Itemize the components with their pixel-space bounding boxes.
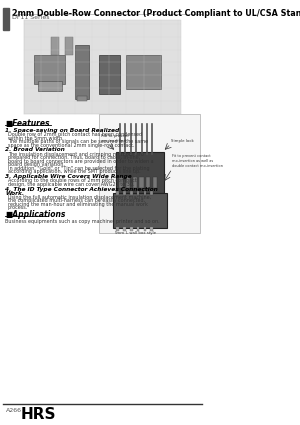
Bar	[153, 176, 157, 188]
Text: Simple lock: Simple lock	[171, 139, 194, 143]
Bar	[144, 227, 146, 231]
Bar	[119, 176, 123, 188]
Text: DF11 Series: DF11 Series	[12, 15, 49, 20]
Bar	[126, 176, 130, 188]
Bar	[77, 96, 87, 101]
Text: ■Applications: ■Applications	[5, 210, 66, 219]
Text: Fit to prevent contact
mo-insertion as well as
double contact mo-insertion: Fit to prevent contact mo-insertion as w…	[172, 154, 223, 167]
Bar	[150, 191, 153, 196]
Text: 3. Applicable Wire Covers Wide Range: 3. Applicable Wire Covers Wide Range	[5, 174, 132, 179]
Text: space as the conventional 2mm single-row contact.: space as the conventional 2mm single-row…	[8, 142, 134, 147]
Bar	[123, 227, 126, 231]
Text: A266: A266	[5, 408, 22, 413]
Bar	[116, 191, 119, 196]
Text: design, the applicable wire can cover AWG22 to 30.: design, the applicable wire can cover AW…	[8, 181, 134, 187]
Text: Using the full automatic insulation displacement machine,: Using the full automatic insulation disp…	[8, 195, 151, 200]
Text: Work.: Work.	[5, 191, 25, 196]
Text: reducing the man-hour and eliminating the manual work: reducing the man-hour and eliminating th…	[8, 202, 147, 207]
Bar	[123, 191, 126, 196]
Text: within the 5mm width.: within the 5mm width.	[8, 136, 63, 141]
Bar	[116, 227, 119, 231]
Text: prepared for connection. Thus, board to cable, In-line,: prepared for connection. Thus, board to …	[8, 155, 140, 160]
Bar	[99, 54, 120, 94]
Text: according application, while the SMT products line up.: according application, while the SMT pro…	[8, 169, 140, 174]
Text: Rib to prevent
mo-insertion: Rib to prevent mo-insertion	[101, 134, 129, 143]
Bar	[34, 54, 65, 84]
Bar	[113, 193, 167, 228]
Text: 1. Space-saving on Board Realized: 1. Space-saving on Board Realized	[5, 128, 120, 133]
Bar	[140, 176, 144, 188]
Text: the complicated multi-harness can be easily connected,: the complicated multi-harness can be eas…	[8, 198, 145, 204]
Bar	[99, 114, 200, 233]
Bar	[133, 176, 137, 188]
Bar	[137, 191, 140, 196]
Bar	[130, 227, 133, 231]
Bar	[65, 37, 73, 54]
Bar	[38, 81, 62, 91]
Text: ■Features: ■Features	[5, 119, 50, 128]
Bar	[146, 176, 150, 188]
Bar	[75, 45, 89, 99]
Text: The insulation displacement and crimping methods are: The insulation displacement and crimping…	[8, 152, 143, 157]
Text: process.: process.	[8, 205, 28, 210]
Text: According to the double rows of 2mm pitch compact: According to the double rows of 2mm pitc…	[8, 178, 136, 183]
Bar	[51, 37, 59, 54]
Bar	[24, 20, 181, 114]
Bar	[130, 191, 133, 196]
Text: In addition, "Gold" or "Tin" can be selected for the plating: In addition, "Gold" or "Tin" can be sele…	[8, 166, 149, 170]
Bar	[3, 8, 9, 30]
Text: 2. Broad Variation: 2. Broad Variation	[5, 147, 65, 153]
Text: Double row of 2mm pitch contact has been condensed: Double row of 2mm pitch contact has been…	[8, 132, 142, 137]
Bar	[137, 227, 140, 231]
Text: board to board connectors are provided in order to widen a: board to board connectors are provided i…	[8, 159, 153, 164]
Text: The multiple paths of signals can be secured in the same: The multiple paths of signals can be sec…	[8, 139, 148, 144]
Bar	[150, 227, 153, 231]
Text: Business equipments such as copy machine, printer and so on.: Business equipments such as copy machine…	[5, 219, 160, 224]
Text: board design variation.: board design variation.	[8, 162, 64, 167]
Text: 4. The ID Type Connector Achieves Connection: 4. The ID Type Connector Achieves Connec…	[5, 187, 158, 192]
Bar	[127, 54, 160, 89]
Text: 2mm Double-Row Connector (Product Compliant to UL/CSA Standard): 2mm Double-Row Connector (Product Compli…	[12, 9, 300, 18]
Text: L wall box style: L wall box style	[127, 231, 157, 235]
Text: HRS: HRS	[20, 407, 56, 422]
Bar	[116, 152, 164, 193]
Text: 5mm: 5mm	[115, 231, 125, 235]
Bar	[144, 191, 146, 196]
